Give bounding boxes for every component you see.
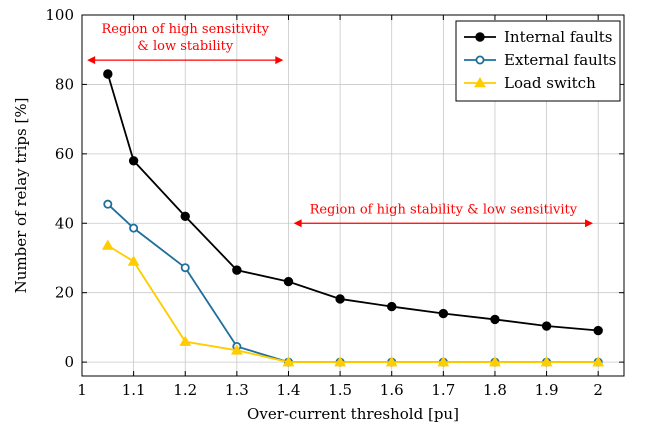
y-tick-label: 80 — [55, 75, 74, 93]
data-point — [128, 156, 139, 166]
annotation-text: Region of high stability & low sensitivi… — [310, 202, 578, 217]
x-tick-label: 1.8 — [483, 381, 507, 399]
data-point — [490, 314, 500, 325]
data-point — [283, 276, 294, 287]
annotation-1: Region of high sensitivity & low stabilit… — [87, 22, 284, 65]
data-point — [334, 356, 346, 367]
data-point — [232, 265, 242, 275]
x-tick-label: 1 — [77, 381, 87, 399]
x-tick-label: 1.6 — [380, 381, 404, 399]
series-group — [101, 69, 605, 367]
data-point — [592, 356, 605, 367]
legend-entry: Internal faults — [464, 28, 613, 46]
data-point — [282, 356, 295, 367]
data-point — [127, 255, 140, 266]
data-point — [230, 344, 243, 355]
x-tick-label: 1.5 — [328, 381, 352, 399]
data-point — [387, 301, 397, 312]
plot-frame — [81, 14, 625, 377]
legend-label: External faults — [504, 51, 616, 69]
axes: 1 1.1 1.2 1.3 1.4 1.5 1.6 1.7 1.8 1.9 202040608010… — [45, 6, 625, 399]
x-tick-label: 2 — [593, 381, 603, 399]
data-point — [385, 356, 398, 367]
annotations: Region of high sensitivity & low stabilit… — [87, 22, 594, 228]
x-axis-label: Over-current threshold [pu] — [247, 405, 459, 423]
data-point — [103, 69, 113, 79]
x-tick-label: 1.2 — [173, 381, 197, 399]
legend-marker — [475, 32, 485, 42]
data-point — [540, 356, 553, 367]
data-point — [489, 356, 501, 367]
data-point — [103, 199, 113, 209]
data-point — [180, 263, 190, 273]
annotation-2: Region of high stability & low sensitivi… — [293, 202, 594, 228]
data-point — [129, 223, 139, 233]
data-point — [541, 321, 552, 331]
x-tick-label: 1.7 — [431, 381, 455, 399]
series-load-switch — [101, 239, 605, 367]
x-tick-label: 1.4 — [277, 381, 301, 399]
legend-entry: Load switch — [464, 74, 596, 92]
annotation-text: Region of high sensitivity — [102, 22, 270, 37]
arrow-head — [585, 219, 594, 228]
series-internal-faults — [103, 69, 603, 336]
y-tick-label: 20 — [55, 284, 74, 302]
data-point — [179, 335, 192, 346]
data-point — [101, 239, 114, 250]
data-point — [335, 294, 345, 304]
x-tick-label: 1.9 — [535, 381, 559, 399]
data-point — [437, 356, 450, 367]
data-point — [180, 211, 190, 222]
annotation-text: & low stability — [137, 39, 234, 54]
arrow-head — [293, 219, 302, 228]
arrow-head — [87, 56, 96, 65]
y-tick-label: 100 — [45, 6, 74, 24]
arrow-head — [275, 56, 284, 65]
series-line — [107, 203, 599, 364]
legend-marker — [474, 76, 486, 88]
y-tick-label: 60 — [55, 145, 74, 163]
data-point — [593, 325, 603, 336]
y-tick-label: 40 — [55, 214, 74, 232]
series-external-faults — [103, 199, 603, 367]
y-axis-label: Number of relay trips [%] — [12, 98, 30, 294]
legend: Internal faults External faults Load switc… — [455, 20, 621, 102]
legend-label: Load switch — [504, 74, 596, 92]
legend-label: Internal faults — [504, 28, 613, 46]
legend-marker — [475, 55, 485, 65]
x-tick-label: 1.3 — [225, 381, 249, 399]
y-tick-label: 0 — [64, 353, 74, 371]
legend-entry: External faults — [464, 51, 616, 69]
data-point — [438, 308, 449, 319]
x-tick-label: 1.1 — [122, 381, 146, 399]
